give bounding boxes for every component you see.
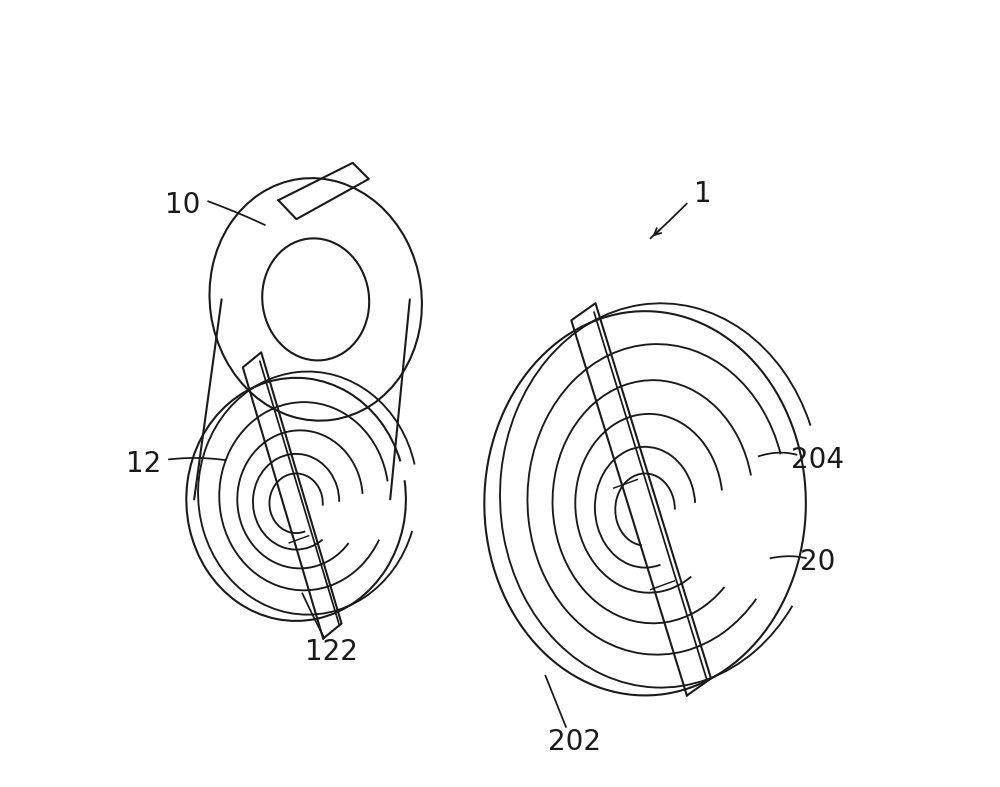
Text: 1: 1 (694, 179, 711, 208)
Text: 10: 10 (165, 191, 200, 220)
Text: 204: 204 (791, 446, 844, 474)
Text: 20: 20 (800, 548, 835, 576)
Text: 202: 202 (548, 729, 601, 756)
Text: 122: 122 (305, 638, 358, 667)
Text: 12: 12 (126, 450, 161, 478)
